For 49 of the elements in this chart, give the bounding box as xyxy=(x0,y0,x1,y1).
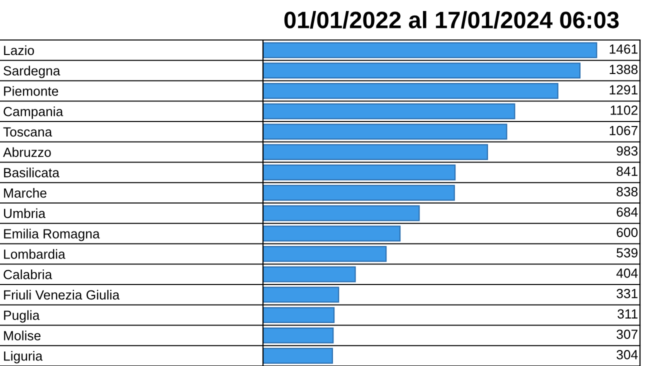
data-label: 838 xyxy=(616,187,638,196)
bar xyxy=(263,226,401,242)
y-tick-label: Abruzzo xyxy=(3,147,51,157)
bar xyxy=(263,307,335,323)
data-label: 304 xyxy=(616,350,638,360)
y-tick-label: Emilia Romagna xyxy=(4,228,100,242)
data-label: 1102 xyxy=(610,106,638,115)
bar xyxy=(263,205,420,222)
data-label: 684 xyxy=(616,207,638,217)
y-tick-label: Lombardia xyxy=(4,249,66,259)
bar xyxy=(263,184,455,201)
bar xyxy=(263,164,456,180)
bar xyxy=(263,103,516,120)
y-tick-label: Campania xyxy=(4,106,64,119)
data-label: 307 xyxy=(616,330,638,339)
bar xyxy=(263,246,387,262)
y-tick-label: Toscana xyxy=(3,127,52,137)
bar xyxy=(263,144,488,160)
data-label: 1461 xyxy=(610,44,638,54)
data-label: 1291 xyxy=(610,85,638,94)
y-tick-label: Calabria xyxy=(4,270,52,280)
y-tick-label: Umbria xyxy=(4,208,46,218)
bar xyxy=(263,286,340,303)
y-tick-label: Puglia xyxy=(4,310,40,323)
bar xyxy=(263,328,334,344)
y-tick-label: Piemonte xyxy=(4,86,58,96)
bar xyxy=(263,42,598,58)
data-label: 1388 xyxy=(610,64,638,74)
y-tick-label: Sardegna xyxy=(4,66,60,78)
data-label: 600 xyxy=(616,228,638,238)
y-tick-label: Liguria xyxy=(4,351,43,364)
y-tick-label: Molise xyxy=(4,330,41,340)
data-label: 331 xyxy=(616,288,638,298)
chart-title: 01/01/2022 al 17/01/2024 06:03 xyxy=(284,10,619,29)
data-label: 983 xyxy=(616,146,638,156)
bar xyxy=(263,348,333,364)
data-label: 1067 xyxy=(610,126,638,136)
y-tick-label: Lazio xyxy=(4,45,34,56)
y-tick-label: Friuli Venezia Giulia xyxy=(4,290,120,300)
y-tick-label: Marche xyxy=(4,188,46,198)
data-label: 311 xyxy=(618,309,638,319)
bar xyxy=(263,266,356,282)
data-label: 539 xyxy=(616,248,638,258)
y-tick-label: Basilicata xyxy=(4,168,60,178)
data-label: 841 xyxy=(616,166,638,176)
bar xyxy=(263,124,508,140)
bar xyxy=(263,83,558,99)
data-label: 404 xyxy=(616,268,638,278)
bar xyxy=(263,62,581,78)
